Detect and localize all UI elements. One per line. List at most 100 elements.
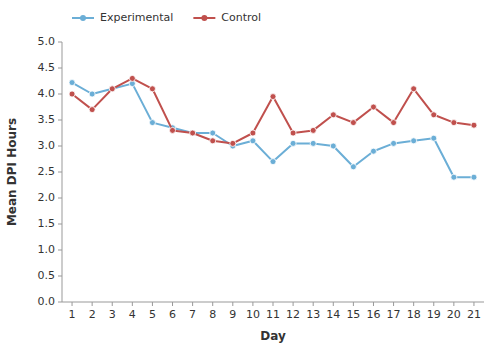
x-tick [333,302,334,306]
legend-item: Control [193,11,261,24]
x-tick-label: 12 [286,308,300,321]
chart-container: 0.00.51.01.52.02.53.03.54.04.55.01234567… [0,0,500,350]
x-tick [152,302,153,306]
x-tick-label: 17 [387,308,401,321]
data-point [411,86,417,92]
data-point [431,112,437,118]
x-tick-label: 1 [69,308,76,321]
data-point [210,138,216,144]
legend-marker [201,15,207,21]
data-point [270,94,276,100]
data-point [471,174,477,180]
data-point [471,122,477,128]
data-point [89,107,95,113]
data-point [230,140,236,146]
y-tick-label: 2.5 [38,165,56,178]
data-point [350,164,356,170]
y-tick-label: 1.0 [38,243,56,256]
x-tick-label: 7 [189,308,196,321]
y-axis: 0.00.51.01.52.02.53.03.54.04.55.0 [38,35,63,308]
x-tick [433,302,434,306]
x-tick [453,302,454,306]
y-tick [58,302,62,303]
data-point [391,140,397,146]
y-tick-label: 3.5 [38,113,56,126]
x-tick-label: 6 [169,308,176,321]
data-point [411,138,417,144]
x-axis-line [62,302,484,303]
y-tick [58,198,62,199]
data-point [250,138,256,144]
x-tick-label: 19 [427,308,441,321]
x-tick-label: 13 [306,308,320,321]
data-point [210,130,216,136]
data-point [190,130,196,136]
x-tick [252,302,253,306]
x-tick-label: 8 [209,308,216,321]
y-tick [58,250,62,251]
data-point [431,135,437,141]
x-tick-label: 21 [467,308,481,321]
y-tick-label: 4.0 [38,87,56,100]
y-tick [58,172,62,173]
data-point [109,86,115,92]
data-point [350,120,356,126]
data-point [290,140,296,146]
data-point [270,159,276,165]
x-tick [413,302,414,306]
x-tick [313,302,314,306]
legend-label: Control [221,11,261,24]
data-point [149,120,155,126]
y-axis-label: Mean DPI Hours [5,118,19,226]
y-tick [58,120,62,121]
series [69,75,477,146]
data-point [451,120,457,126]
x-tick-label: 5 [149,308,156,321]
y-tick-label: 0.0 [38,295,56,308]
x-tick [72,302,73,306]
x-tick-label: 16 [366,308,380,321]
y-axis-line [62,42,63,302]
data-point [69,80,75,86]
data-point [310,140,316,146]
y-tick [58,224,62,225]
data-point [391,120,397,126]
y-tick-label: 3.0 [38,139,56,152]
y-tick-label: 1.5 [38,217,56,230]
data-point [149,86,155,92]
y-tick-label: 0.5 [38,269,56,282]
legend-label: Experimental [100,11,173,24]
x-tick [172,302,173,306]
x-tick [192,302,193,306]
legend-marker [80,15,86,21]
x-axis-label: Day [260,329,286,343]
data-point [370,148,376,154]
x-tick-label: 18 [407,308,421,321]
data-point [109,86,115,92]
data-point [190,130,196,136]
x-tick [132,302,133,306]
series-line [72,78,474,143]
x-tick [353,302,354,306]
data-point [310,127,316,133]
legend-item: Experimental [72,11,173,24]
x-tick-label: 15 [346,308,360,321]
y-tick [58,94,62,95]
x-tick [92,302,93,306]
data-point [69,91,75,97]
x-tick-label: 9 [229,308,236,321]
x-tick-label: 20 [447,308,461,321]
y-tick [58,42,62,43]
x-tick-label: 3 [109,308,116,321]
y-tick [58,146,62,147]
data-point [330,143,336,149]
y-tick-label: 5.0 [38,35,56,48]
series [69,80,477,181]
y-tick-label: 2.0 [38,191,56,204]
data-point [170,127,176,133]
plot-area [69,75,477,180]
data-point [290,130,296,136]
y-tick [58,68,62,69]
y-tick [58,276,62,277]
x-tick-label: 11 [266,308,280,321]
